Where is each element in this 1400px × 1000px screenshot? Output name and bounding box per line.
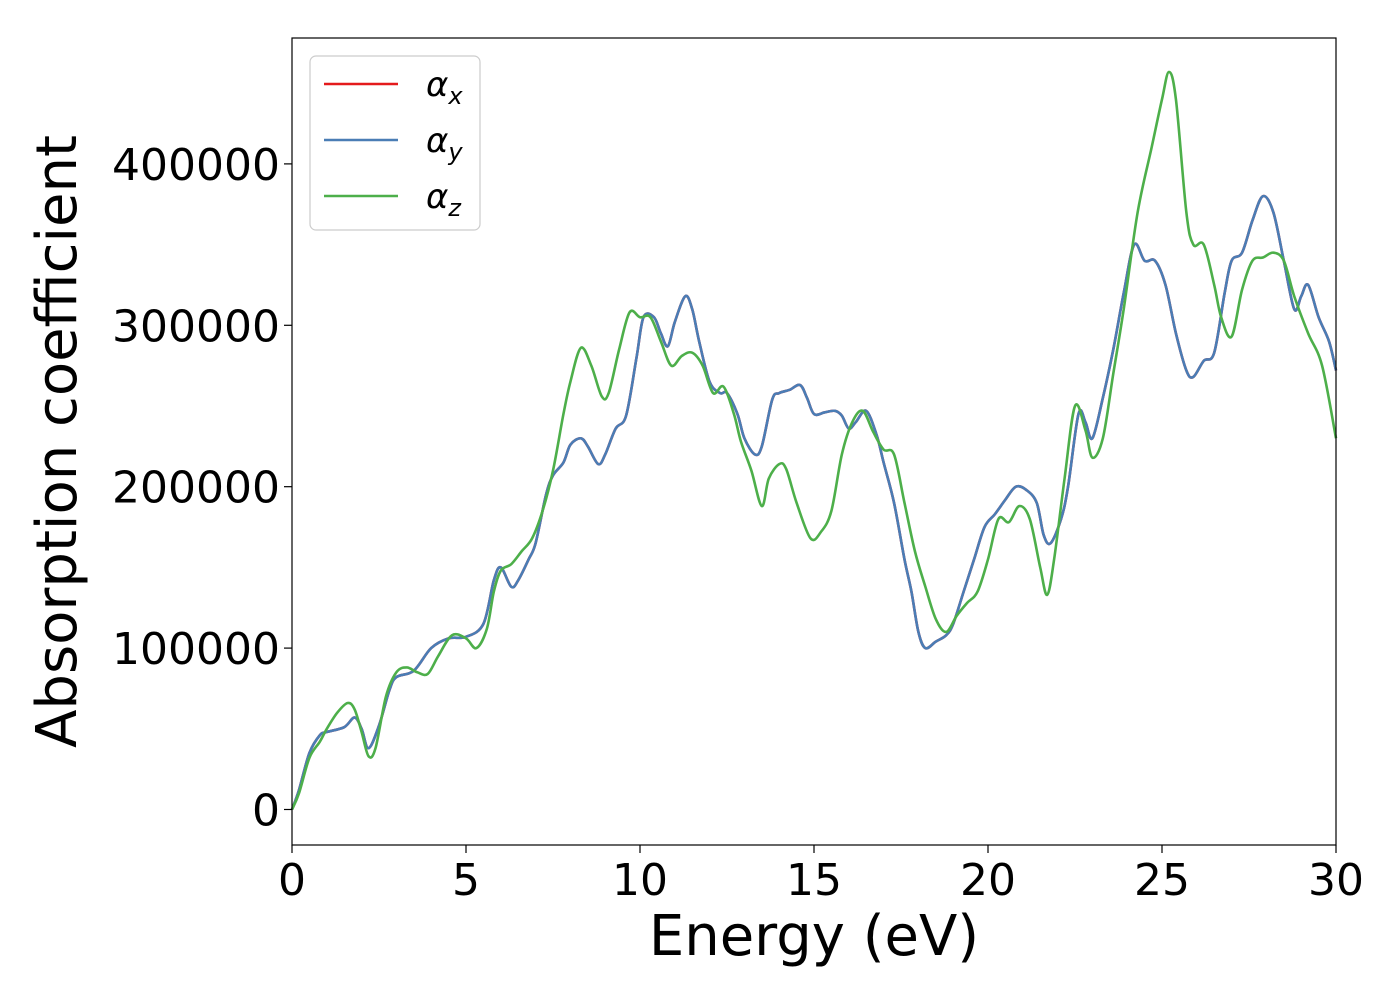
series-line-alpha-y [290, 194, 1338, 810]
x-tick-label: 5 [452, 855, 480, 906]
legend-box [309, 55, 481, 231]
series-line-alpha-x [290, 194, 1338, 810]
x-axis-title: Energy (eV) [649, 904, 979, 969]
x-tick-label: 0 [278, 855, 306, 906]
legend-label-alpha-x: αx [426, 65, 463, 110]
series-line-alpha-z [290, 70, 1338, 811]
x-axis: 0 5 10 15 20 25 30 [278, 845, 1364, 906]
y-axis-title: Absorption coefficient [25, 135, 90, 748]
series-layer [290, 70, 1338, 811]
legend-label-alpha-y: αy [426, 121, 463, 166]
legend: αx αy αz [309, 55, 481, 231]
y-tick-label: 0 [252, 785, 280, 836]
x-tick-label: 30 [1308, 855, 1364, 906]
y-tick-label: 400000 [112, 140, 280, 191]
x-tick-label: 20 [960, 855, 1016, 906]
y-tick-label: 100000 [112, 624, 280, 675]
y-axis: 0 100000 200000 300000 400000 [112, 140, 292, 836]
legend-label-alpha-z: αz [426, 177, 462, 222]
y-tick-label: 200000 [112, 463, 280, 514]
x-tick-label: 25 [1134, 855, 1190, 906]
y-tick-label: 300000 [112, 301, 280, 352]
x-tick-label: 15 [786, 855, 842, 906]
x-tick-label: 10 [612, 855, 668, 906]
